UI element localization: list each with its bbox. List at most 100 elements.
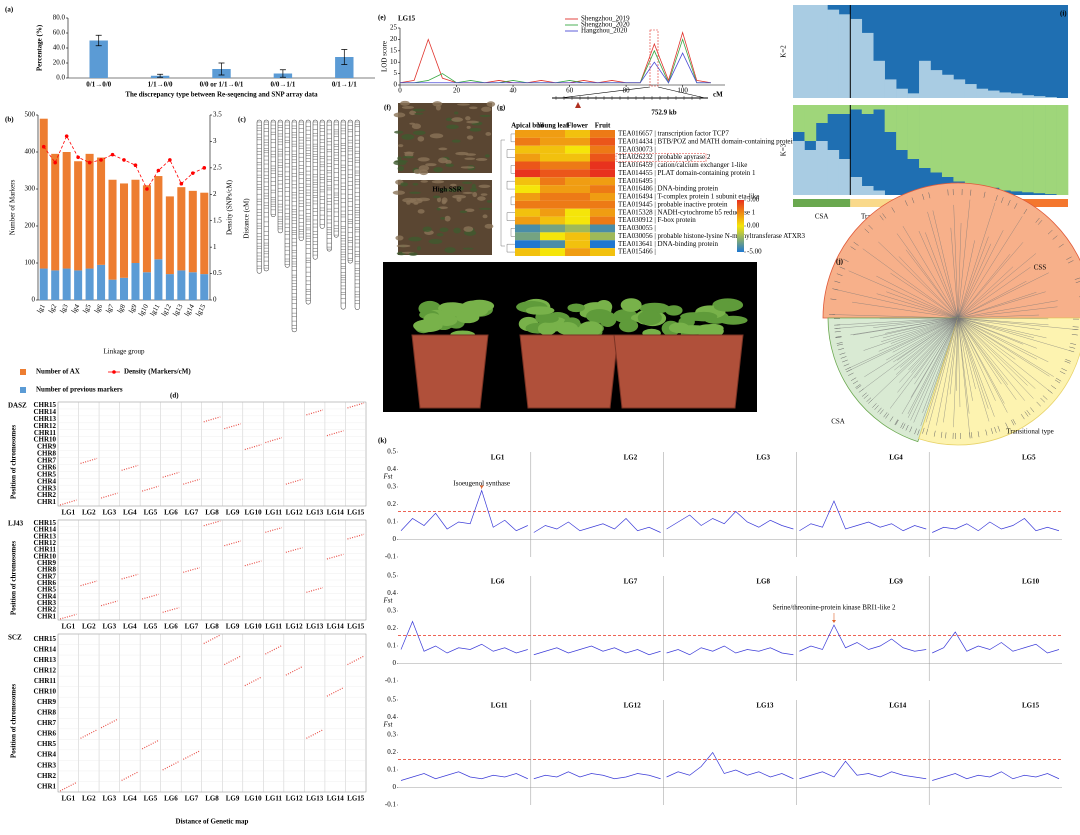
leaf [599, 311, 617, 328]
x-tick-label: LG6 [164, 623, 178, 631]
x-tick-label: LG3 [103, 623, 117, 631]
leaf-tick [922, 427, 925, 434]
chromosome [263, 119, 269, 272]
panel-title: LG11 [491, 702, 508, 710]
y-tick-label: 0 [394, 81, 398, 89]
leaf-tick [1007, 199, 1011, 206]
photo-detail [436, 207, 441, 211]
photo-detail [468, 106, 478, 110]
synteny-dots [59, 781, 77, 792]
panel-label: (i) [1060, 10, 1067, 18]
photo-detail [420, 180, 428, 183]
branch [957, 317, 976, 390]
photo-detail [486, 101, 496, 107]
chromosome [270, 119, 276, 217]
y-tick-label: 20 [390, 35, 398, 43]
synteny-dots [285, 478, 303, 485]
synteny-dots [306, 587, 324, 593]
synteny-dots [306, 409, 324, 416]
photo-detail [417, 209, 425, 214]
heat-cell [515, 224, 540, 233]
zoom-box [649, 29, 659, 87]
y-tick-label: CHR5 [37, 586, 57, 594]
chromosome [333, 119, 339, 238]
row-label: TEA016459 | cation/calcium exchanger 1-l… [618, 161, 747, 169]
branch [889, 317, 959, 409]
leaf-tick [866, 397, 872, 402]
photo-detail [454, 111, 459, 115]
heat-cell [515, 248, 540, 256]
synteny-dots [285, 666, 303, 676]
photo-detail [451, 117, 464, 122]
branch [957, 317, 989, 409]
branch [896, 233, 959, 319]
photo-detail [416, 246, 421, 251]
synteny-dots [326, 553, 344, 560]
fst-line [932, 518, 1060, 533]
branch [957, 292, 1037, 319]
y-tick-label: CHR2 [37, 772, 57, 780]
y-tick-label: CHR10 [33, 436, 56, 444]
ancestry-bar [964, 105, 977, 186]
photo-detail [395, 235, 404, 241]
y-axis-label: Position of chromosomes [10, 541, 18, 615]
branch [881, 317, 959, 342]
bar-segment [177, 270, 186, 300]
leaf-tick [834, 280, 841, 283]
photo-detail [478, 184, 491, 188]
leaf-tick [832, 288, 839, 291]
y-tick-label: CHR3 [37, 761, 57, 769]
synteny-dots [203, 634, 221, 645]
error-bar [157, 73, 164, 78]
branch [957, 291, 1046, 319]
branch [957, 314, 1039, 319]
branch [957, 317, 1052, 394]
ancestry-bar [999, 105, 1012, 191]
y-tick-label: CHR9 [37, 698, 57, 706]
marker [179, 181, 184, 186]
leaf-tick [922, 193, 925, 200]
leaf [436, 314, 458, 327]
y-tick-label: 0.0 [56, 74, 65, 82]
legend-label: Number of AX [36, 368, 80, 376]
heat-cell [540, 240, 565, 249]
branch [957, 317, 1008, 385]
photo-detail [455, 151, 469, 156]
heat-cell [515, 216, 540, 225]
bar-segment [142, 272, 151, 300]
leaf-tick [1036, 401, 1041, 407]
leaf-tick [874, 405, 879, 410]
branch [848, 270, 959, 319]
ancestry-bar [941, 74, 954, 98]
fst-line [533, 518, 661, 533]
bar-segment [165, 196, 174, 275]
photo-detail [478, 207, 493, 210]
leaf-tick [1058, 243, 1064, 248]
branch [957, 317, 1034, 338]
ancestry-bar [919, 60, 931, 98]
pot [613, 334, 744, 409]
photo-detail [394, 130, 404, 134]
leaf-tick [1070, 343, 1077, 345]
row-label: TEA014455 | PLAT domain-containing prote… [618, 169, 756, 177]
y2-tick-label: 0.5 [213, 269, 222, 277]
branch [876, 293, 959, 319]
leaf-tick [945, 432, 947, 439]
branch [885, 317, 959, 334]
leaf-tick [969, 432, 971, 439]
y-tick-label: -0.1 [385, 553, 397, 561]
marker [53, 160, 57, 165]
leaf-tick [1026, 410, 1031, 416]
x-tick-label: LG12 [286, 509, 304, 517]
heat-cell [565, 169, 590, 178]
photo-detail [411, 123, 421, 130]
x-tick-label: 1/1→0/0 [148, 81, 173, 89]
leaf-tick [1071, 334, 1078, 336]
branch [835, 289, 959, 319]
leaf-tick [1047, 389, 1053, 394]
leaf-tick [1023, 208, 1028, 215]
x-tick-label: LG10 [245, 509, 263, 517]
panel-label: (b) [5, 116, 14, 124]
marker [133, 163, 138, 168]
branch [957, 253, 1037, 319]
